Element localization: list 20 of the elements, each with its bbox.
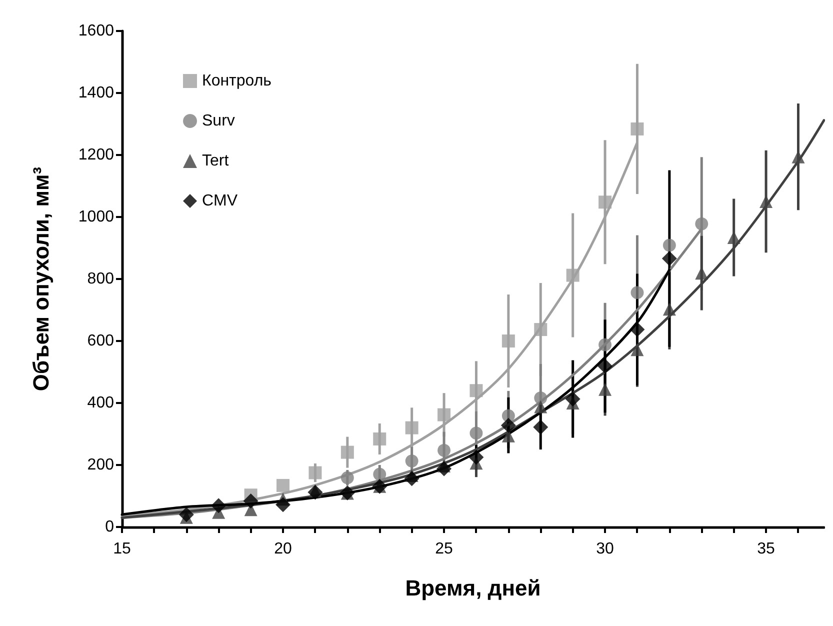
x-tick-label: 20 — [274, 540, 292, 558]
y-tick-label: 800 — [87, 270, 114, 288]
legend-label: Контроль — [202, 72, 272, 90]
y-tick-label: 1000 — [78, 208, 114, 226]
y-tick-label: 1400 — [78, 84, 114, 102]
x-axis-title: Время, дней — [405, 576, 541, 600]
x-tick-label: 15 — [113, 540, 131, 558]
x-tick-label: 30 — [596, 540, 614, 558]
legend-label: CMV — [202, 192, 238, 210]
legend-label: Surv — [202, 112, 235, 130]
y-tick-label: 600 — [87, 332, 114, 350]
y-tick-label: 1600 — [78, 22, 114, 40]
y-tick-label: 200 — [87, 456, 114, 474]
x-tick-label: 25 — [435, 540, 454, 558]
y-tick-label: 400 — [87, 394, 114, 412]
legend-label: Tert — [202, 152, 230, 170]
y-tick-label: 1200 — [78, 146, 114, 164]
y-axis-title: Объем опухоли, мм³ — [28, 166, 54, 392]
y-tick-label: 0 — [105, 518, 114, 536]
x-tick-label: 35 — [757, 540, 776, 558]
